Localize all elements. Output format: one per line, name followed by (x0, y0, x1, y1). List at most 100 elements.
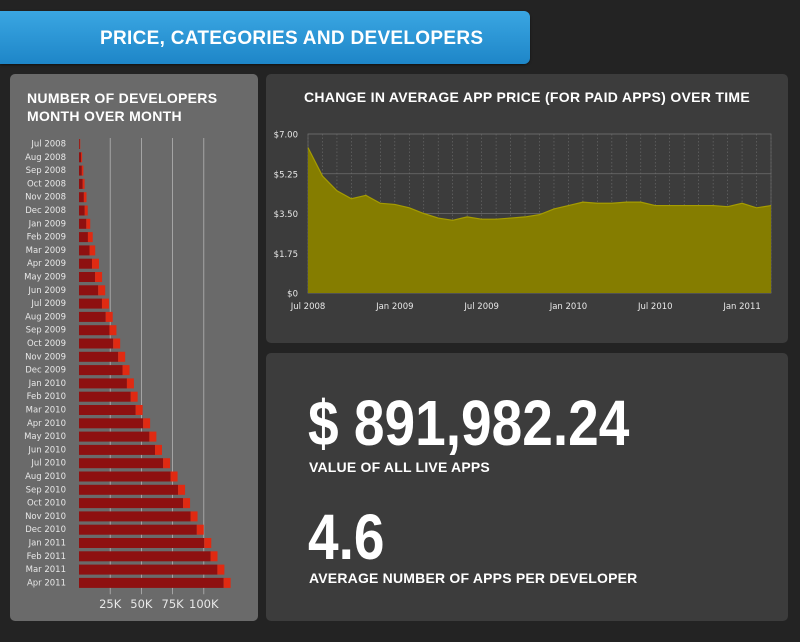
bar (79, 444, 155, 455)
bar-cap (83, 192, 87, 203)
bar-category-label: Nov 2009 (25, 352, 66, 362)
bar (79, 205, 85, 216)
bar-x-tick-label: 75K (162, 597, 185, 611)
bar-cap (109, 325, 117, 336)
bar-category-label: Jan 2010 (28, 379, 66, 389)
bar-category-label: Dec 2009 (25, 366, 66, 376)
area-line (307, 147, 772, 221)
bar-cap (86, 218, 91, 229)
area-y-tick-label: $7.00 (274, 131, 298, 141)
bar-cap (130, 391, 138, 402)
bar (79, 351, 119, 362)
live-apps-value: $ 891,982.24 (308, 387, 630, 459)
bar-cap (196, 524, 204, 535)
bar-cap (95, 272, 103, 282)
bar-chart-title: NUMBER OF DEVELOPERS MONTH OVER MONTH (27, 90, 218, 124)
bar-cap (190, 511, 198, 522)
developers-panel: NUMBER OF DEVELOPERS MONTH OVER MONTH Ju… (10, 74, 258, 621)
bar-category-label: Feb 2011 (27, 552, 66, 562)
bar-category-label: Jan 2009 (28, 219, 66, 229)
bar-cap (81, 165, 84, 176)
bar-category-label: Jun 2009 (27, 286, 66, 296)
apps-per-developer-label: AVERAGE NUMBER OF APPS PER DEVELOPER (309, 570, 638, 586)
bar-category-label: Apr 2010 (27, 419, 66, 429)
bar-cap (81, 152, 83, 163)
bar (79, 498, 184, 509)
bar (79, 365, 123, 376)
bar (79, 325, 110, 336)
bar (79, 311, 106, 322)
bar-cap (178, 484, 186, 495)
bar (79, 272, 96, 282)
bar-cap (163, 458, 171, 469)
bar-category-label: Nov 2010 (25, 512, 66, 522)
bar (79, 577, 224, 588)
bar-cap (98, 285, 106, 296)
bar-category-label: Sep 2010 (26, 485, 66, 495)
bar-cap (149, 431, 157, 442)
bar-cap (91, 258, 99, 269)
bar-category-label: Aug 2008 (25, 153, 66, 163)
bar-cap (183, 498, 191, 509)
bar-category-label: Mar 2011 (26, 565, 66, 575)
banner-title: PRICE, CATEGORIES AND DEVELOPERS (100, 28, 484, 49)
bar-category-label: Jun 2010 (27, 445, 66, 455)
price-panel: CHANGE IN AVERAGE APP PRICE (FOR PAID AP… (266, 74, 788, 343)
bar (79, 391, 131, 402)
bar-category-label: Jul 2009 (30, 299, 66, 309)
bar-cap (118, 351, 126, 362)
bar-category-label: Jan 2011 (28, 539, 66, 549)
bar-cap (82, 178, 85, 189)
bar (79, 418, 144, 429)
area-y-tick-label: $3.50 (274, 210, 298, 220)
bar (79, 298, 102, 309)
bar (79, 245, 90, 256)
bar (79, 178, 83, 189)
area-fill (308, 147, 771, 293)
bar-category-label: Sep 2009 (26, 326, 66, 336)
bar-category-label: Oct 2010 (27, 499, 66, 509)
bar-cap (101, 298, 109, 309)
live-apps-label: VALUE OF ALL LIVE APPS (309, 459, 490, 475)
bar (79, 232, 88, 243)
bar (79, 405, 136, 415)
bar-cap (143, 418, 151, 429)
area-x-tick-label: Jul 2009 (463, 302, 499, 312)
area-x-tick-label: Jan 2010 (549, 302, 587, 312)
developers-bar-chart: Jul 2008 Aug 2008 Sep 2008 Oct 2008 Nov 2008… (24, 138, 231, 611)
bar-cap (154, 444, 162, 455)
bar-x-tick-label: 25K (99, 597, 122, 611)
bar (79, 564, 218, 575)
bar (79, 484, 179, 495)
bar (79, 538, 205, 548)
bar (79, 139, 80, 149)
header-banner: PRICE, CATEGORIES AND DEVELOPERS (0, 11, 530, 64)
bar (79, 152, 82, 163)
bar-cap (210, 551, 218, 562)
bar (79, 258, 92, 269)
area-y-tick-label: $5.25 (274, 170, 298, 180)
bar (79, 285, 99, 296)
bar (79, 511, 191, 522)
bar-cap (204, 538, 212, 548)
bar (79, 165, 82, 176)
area-x-tick-label: Jan 2009 (375, 302, 413, 312)
area-x-tick-label: Jan 2011 (722, 302, 760, 312)
area-chart-title: CHANGE IN AVERAGE APP PRICE (FOR PAID AP… (303, 89, 751, 105)
bar-cap (126, 378, 134, 389)
bar-category-label: Feb 2009 (27, 233, 66, 243)
area-x-tick-label: Jul 2008 (290, 302, 326, 312)
bar-category-label: Dec 2010 (25, 525, 66, 535)
bar-category-label: Oct 2008 (27, 179, 66, 189)
area-x-tick-label: Jul 2010 (637, 302, 673, 312)
bar (79, 431, 150, 442)
bar-cap (113, 338, 121, 349)
bar (79, 218, 87, 229)
bar (79, 378, 127, 389)
bar-category-label: Aug 2010 (25, 472, 66, 482)
bar (79, 551, 211, 562)
bar-category-label: Apr 2009 (27, 259, 66, 269)
price-area-chart: $0 $1.75 $3.50 $5.25 $7.00 Jul 2008 Jan 2009 Ju… (274, 131, 772, 312)
bar-x-tick-label: 100K (189, 597, 219, 611)
stats-panel: $ 891,982.24 VALUE OF ALL LIVE APPS 4.6 … (266, 353, 788, 621)
